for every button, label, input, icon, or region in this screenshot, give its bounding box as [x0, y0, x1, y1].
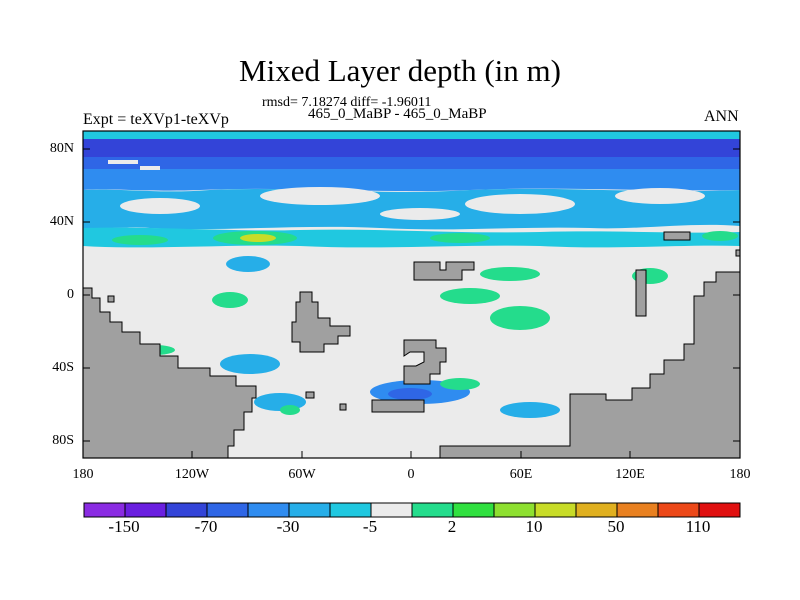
patch-green-mid1: [430, 233, 490, 243]
patch-white-2: [260, 187, 380, 205]
lon-label-0: 0: [407, 467, 415, 482]
stats-line: rmsd= 7.18274 diff= -1.96011: [262, 95, 432, 110]
colorbar-swatch: [698, 502, 741, 518]
colorbar-swatch: [616, 502, 659, 518]
colorbar-label: -150: [108, 517, 140, 536]
lon-label-180e: 180: [729, 467, 751, 482]
lat-label-40n: 40N: [49, 214, 74, 229]
lon-label-180w: 180: [72, 467, 94, 482]
lat-label-0: 0: [67, 287, 74, 302]
patch-green-tropic3: [212, 292, 248, 308]
colorbar-swatch: [657, 502, 700, 518]
colorbar-swatch: [83, 502, 126, 518]
colorbar-label: -5: [362, 517, 378, 536]
patch-blue-south4: [500, 402, 560, 418]
colorbar-swatch: [124, 502, 167, 518]
band-arctic-deep: [83, 139, 740, 157]
colorbar-swatch: [534, 502, 577, 518]
band-north-blue: [83, 169, 740, 192]
land-small-island-3: [107, 295, 115, 303]
colorbar-swatch: [206, 502, 249, 518]
patch-white-7: [140, 166, 160, 170]
cases-line: 465_0_MaBP - 465_0_MaBP: [308, 106, 487, 122]
patch-green-tropic1: [490, 306, 550, 330]
patch-green-south3: [440, 378, 480, 390]
lon-label-120e: 120E: [615, 467, 645, 482]
land-central-island: [291, 291, 351, 353]
colorbar-label: 10: [525, 517, 543, 536]
plot-title: Mixed Layer depth (in m): [239, 53, 561, 88]
colorbar-swatch: [370, 502, 413, 518]
colorbar-swatch: [288, 502, 331, 518]
land-west-continent: [83, 287, 257, 458]
colorbar-label: -70: [194, 517, 218, 536]
colorbar-label: -30: [276, 517, 300, 536]
patch-white-4: [615, 188, 705, 204]
land-small-island-2: [339, 403, 347, 411]
colorbar-label: 110: [685, 517, 711, 536]
lon-label-60w: 60W: [288, 467, 316, 482]
patch-blue-tropic1: [226, 256, 270, 272]
experiment-label: Expt = teXVp1-teXVp: [83, 111, 229, 128]
patch-green-tropic5: [480, 267, 540, 281]
colorbar-label: 50: [607, 517, 625, 536]
patch-green-mid2: [112, 235, 168, 245]
land-north-africa: [413, 261, 475, 281]
patch-white-1: [120, 198, 200, 214]
colorbar-swatch: [493, 502, 536, 518]
lon-label-120w: 120W: [174, 467, 210, 482]
land-southern-strip: [371, 399, 425, 413]
land-south-continent: [439, 271, 740, 458]
lat-tick-marks: [83, 148, 740, 442]
colorbar-swatch: [575, 502, 618, 518]
patch-green-south2: [280, 405, 300, 415]
season-label: ANN: [704, 108, 739, 125]
map-field: [83, 131, 740, 458]
patch-deepblue-south: [388, 388, 432, 400]
lon-label-60e: 60E: [509, 467, 533, 482]
lat-label-40s: 40S: [52, 360, 74, 375]
land-east-strip: [635, 269, 647, 317]
colorbar-label: 2: [447, 517, 457, 536]
colorbar-swatch: [247, 502, 290, 518]
patch-blue-south1: [220, 354, 280, 374]
land-small-island-4: [735, 249, 740, 257]
lon-tick-marks: [82, 451, 741, 458]
band-arctic-blue: [83, 157, 740, 169]
patch-white-3: [465, 194, 575, 214]
colorbar-swatch: [411, 502, 454, 518]
land-small-island-1: [305, 391, 315, 399]
band-arctic-light: [83, 131, 740, 139]
land-ring-island: [403, 339, 447, 385]
land-northeast-block: [663, 231, 691, 241]
colorbar-swatch: [452, 502, 495, 518]
lat-label-80n: 80N: [49, 141, 74, 156]
patch-green-mid3: [702, 231, 738, 241]
colorbar-swatch: [329, 502, 372, 518]
patch-white-5: [380, 208, 460, 220]
patch-green-tropic2: [440, 288, 500, 304]
patch-white-6: [108, 160, 138, 164]
colorbar: [83, 502, 741, 518]
colorbar-swatch: [165, 502, 208, 518]
lat-label-80s: 80S: [52, 433, 74, 448]
patch-yellow-atlantic: [240, 234, 276, 242]
